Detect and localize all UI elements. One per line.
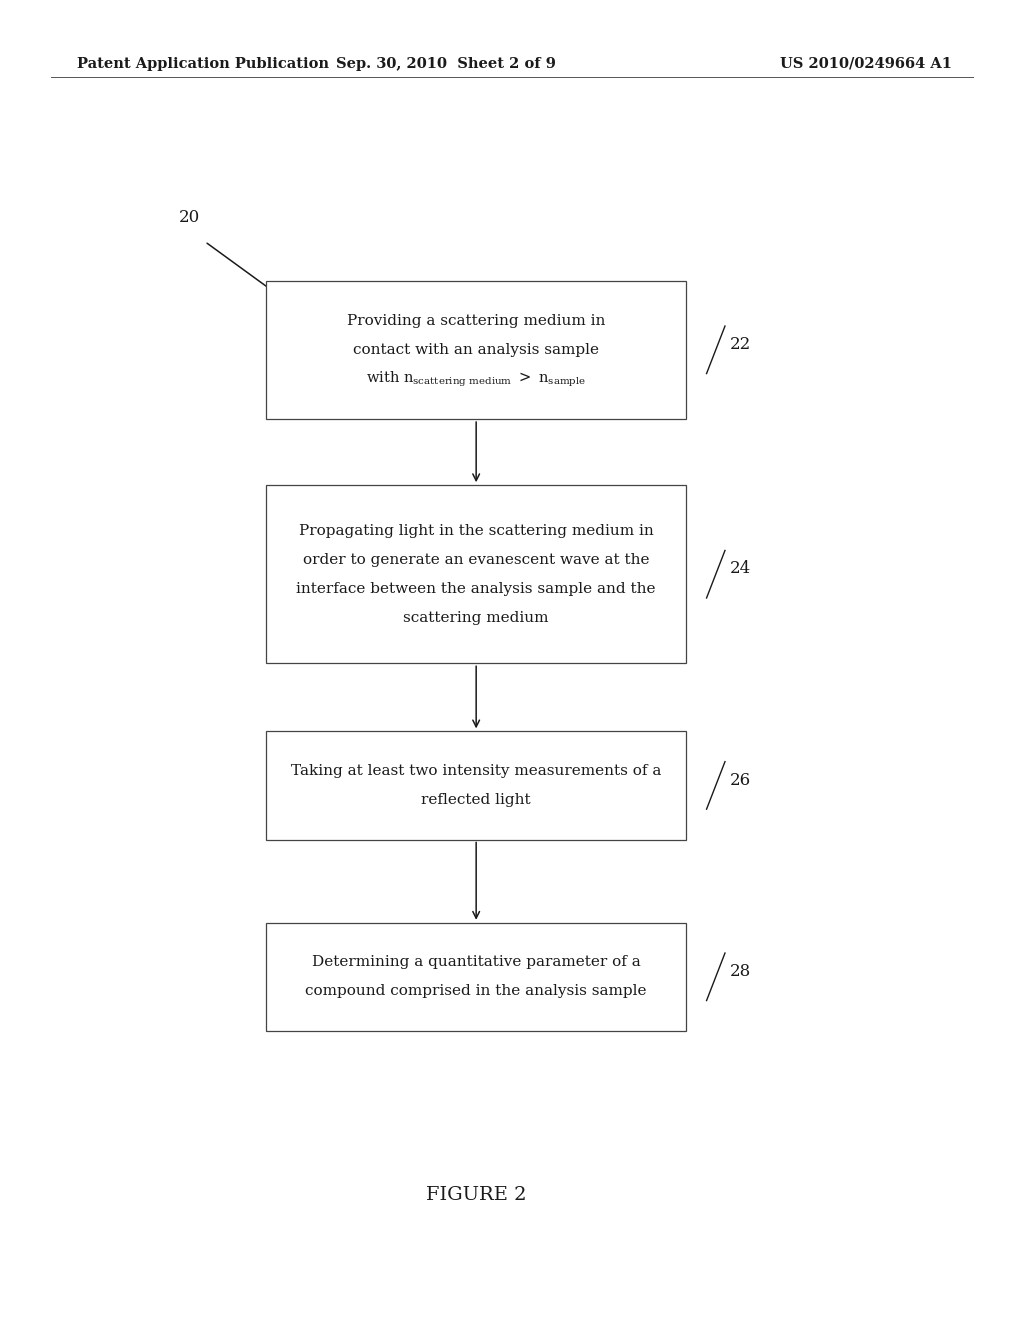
Text: FIGURE 2: FIGURE 2 xyxy=(426,1185,526,1204)
Text: Taking at least two intensity measurements of a: Taking at least two intensity measuremen… xyxy=(291,764,662,777)
Text: Providing a scattering medium in: Providing a scattering medium in xyxy=(347,314,605,327)
FancyBboxPatch shape xyxy=(266,486,686,664)
Text: order to generate an evanescent wave at the: order to generate an evanescent wave at … xyxy=(303,553,649,566)
FancyBboxPatch shape xyxy=(266,281,686,420)
FancyBboxPatch shape xyxy=(266,923,686,1031)
Text: compound comprised in the analysis sample: compound comprised in the analysis sampl… xyxy=(305,985,647,998)
Text: scattering medium: scattering medium xyxy=(403,611,549,624)
Text: reflected light: reflected light xyxy=(421,793,531,807)
Text: 26: 26 xyxy=(730,772,752,788)
Text: US 2010/0249664 A1: US 2010/0249664 A1 xyxy=(780,57,952,71)
Text: Propagating light in the scattering medium in: Propagating light in the scattering medi… xyxy=(299,524,653,537)
Text: interface between the analysis sample and the: interface between the analysis sample an… xyxy=(296,582,656,595)
Text: 22: 22 xyxy=(730,337,752,352)
Text: contact with an analysis sample: contact with an analysis sample xyxy=(353,343,599,356)
Text: Determining a quantitative parameter of a: Determining a quantitative parameter of … xyxy=(311,956,641,969)
FancyBboxPatch shape xyxy=(266,731,686,840)
Text: 28: 28 xyxy=(730,964,752,979)
Text: 24: 24 xyxy=(730,561,752,577)
Text: 20: 20 xyxy=(179,209,201,226)
Text: Patent Application Publication: Patent Application Publication xyxy=(77,57,329,71)
Text: Sep. 30, 2010  Sheet 2 of 9: Sep. 30, 2010 Sheet 2 of 9 xyxy=(336,57,555,71)
Text: with $\mathregular{n}_{\mathregular{scattering\ medium}}$ $>$ $\mathregular{n}_{: with $\mathregular{n}_{\mathregular{scat… xyxy=(366,370,587,388)
